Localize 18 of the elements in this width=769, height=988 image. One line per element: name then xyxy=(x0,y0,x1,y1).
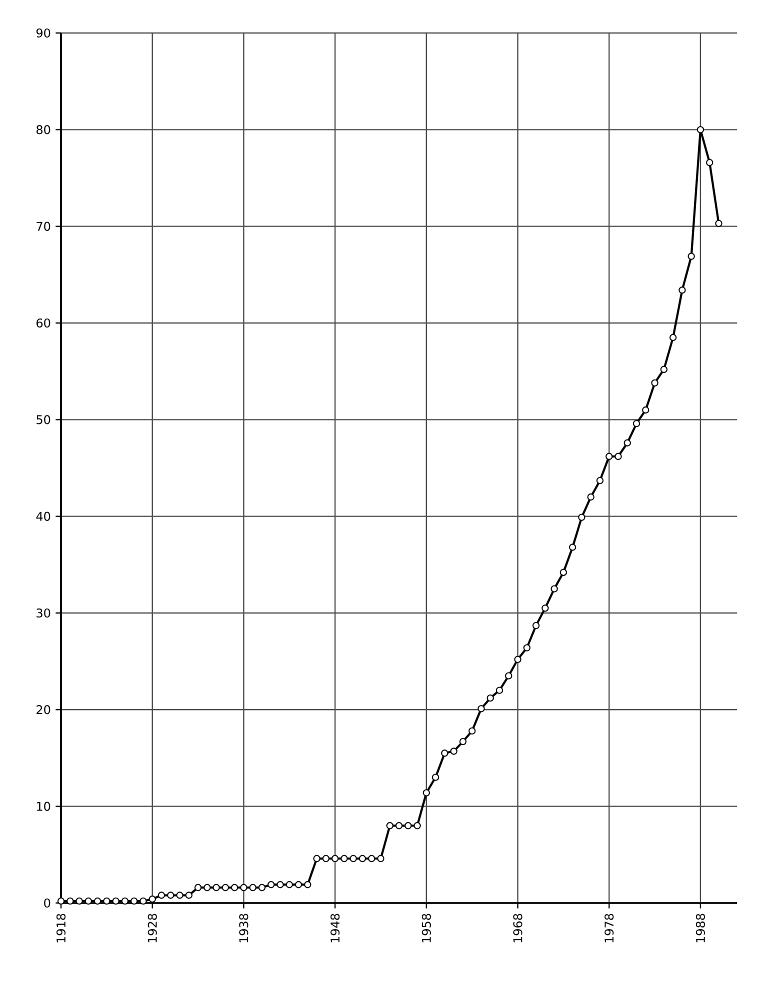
x-tick-label: 1948 xyxy=(330,914,340,942)
x-tick-label: 1978 xyxy=(604,914,614,942)
y-tick-label: 0 xyxy=(44,898,50,908)
x-tick-label: 1928 xyxy=(148,914,157,942)
x-tick-label: 1958 xyxy=(422,914,431,942)
y-tick-label: 80 xyxy=(36,125,50,134)
y-tick-label: 10 xyxy=(37,802,50,811)
y-tick-label: 50 xyxy=(36,415,50,424)
y-tick-label: 20 xyxy=(36,705,50,714)
y-tick-label: 60 xyxy=(36,318,50,328)
y-tick-label: 40 xyxy=(36,512,50,521)
x-tick-label: 1988 xyxy=(696,914,705,942)
y-tick-label: 90 xyxy=(36,28,50,38)
y-tick-label: 70 xyxy=(36,222,50,231)
y-tick-label: 30 xyxy=(36,608,50,618)
x-tick-label: 1938 xyxy=(239,914,248,942)
x-tick-label: 1918 xyxy=(56,914,66,942)
x-tick-label: 1968 xyxy=(513,914,522,942)
